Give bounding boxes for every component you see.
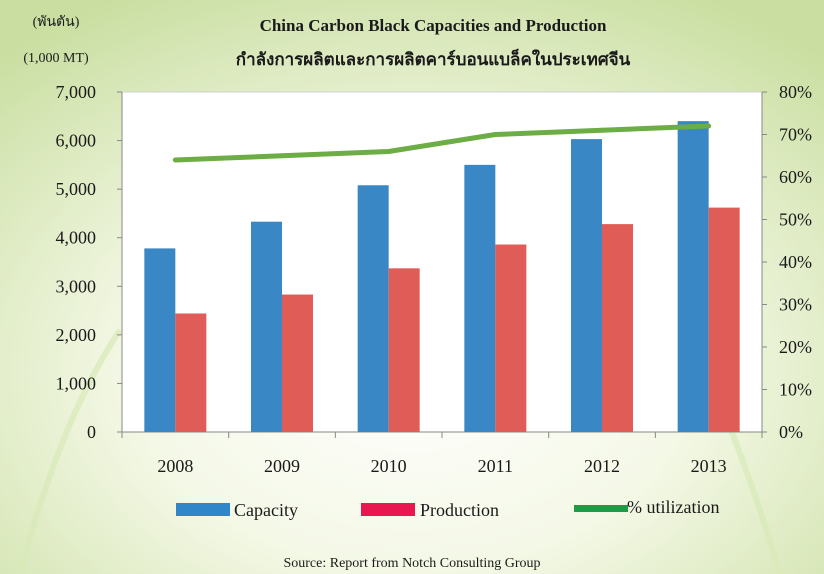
y-unit: (1,000 MT) — [23, 51, 89, 66]
left-axis: 0 1,000 2,000 3,000 4,000 5,000 6,000 7,000 — [56, 82, 123, 442]
source-note: Source: Report from Notch Consulting Gro… — [283, 556, 540, 571]
bar-capacity — [677, 121, 709, 433]
bar-capacity — [464, 164, 496, 432]
utilization-line-group — [172, 123, 712, 163]
bar-capacity — [571, 139, 602, 432]
utilization-point — [599, 127, 605, 133]
right-axis-tick-label: 20% — [779, 337, 812, 357]
utilization-line — [175, 123, 709, 163]
right-axis-tick-label: 70% — [779, 125, 812, 145]
left-axis-tick-label: 4,000 — [56, 228, 97, 248]
bar-production — [495, 244, 527, 432]
x-axis-tick-label: 2010 — [371, 456, 407, 476]
right-axis: 0% 10% 20% 30% 40% 50% 60% 70% 80% — [761, 82, 812, 442]
bar-capacity — [144, 248, 176, 432]
bar-capacity — [251, 221, 282, 432]
y-unit-thai: (พันตัน) — [33, 15, 80, 30]
left-axis-tick-label: 3,000 — [56, 276, 97, 296]
x-axis-tick-label: 2009 — [264, 456, 300, 476]
left-axis-tick-label: 5,000 — [56, 179, 97, 199]
bar-production — [708, 207, 740, 432]
bar-production — [175, 313, 207, 432]
utilization-point — [386, 149, 392, 154]
legend-label-production: Production — [420, 500, 499, 520]
right-axis-tick-label: 60% — [779, 167, 812, 187]
bar-production — [602, 224, 633, 432]
left-axis-tick-label: 7,000 — [56, 82, 97, 102]
legend-label-utilization: % utilization — [627, 497, 719, 517]
x-axis-tick-label: 2013 — [691, 456, 727, 476]
utilization-point — [172, 157, 178, 163]
utilization-point — [706, 123, 712, 129]
legend-swatch-capacity — [176, 503, 230, 516]
left-axis-tick-label: 2,000 — [56, 325, 97, 345]
legend-label-capacity: Capacity — [234, 500, 298, 520]
right-axis-tick-label: 80% — [779, 82, 812, 102]
right-axis-tick-label: 50% — [779, 210, 812, 230]
x-axis-tick-label: 2012 — [584, 456, 620, 476]
legend-swatch-production — [361, 503, 415, 516]
right-axis-tick-label: 30% — [779, 295, 812, 315]
plot-area — [121, 91, 763, 433]
left-axis-tick-label: 0 — [87, 422, 96, 442]
bar-production — [282, 294, 313, 432]
x-axis-tick-label: 2011 — [478, 456, 513, 476]
background-grass-blade — [17, 328, 123, 574]
utilization-point — [279, 153, 285, 159]
utilization-point — [492, 132, 498, 137]
bar-production — [388, 268, 420, 432]
right-axis-tick-label: 10% — [779, 380, 812, 400]
bar-capacity — [357, 185, 389, 432]
left-axis-tick-label: 1,000 — [56, 373, 97, 393]
right-axis-tick-label: 40% — [779, 252, 812, 272]
legend-swatch-utilization — [574, 505, 628, 512]
legend: Capacity Production % utilization — [176, 497, 719, 520]
chart-title: China Carbon Black Capacities and Produc… — [260, 16, 607, 35]
bars-group — [144, 121, 740, 433]
chart-subtitle: กำลังการผลิตและการผลิตคาร์บอนแบล็คในประเ… — [236, 47, 631, 69]
left-axis-tick-label: 6,000 — [56, 131, 97, 151]
x-axis: 2008 2009 2010 2011 2012 2013 — [121, 431, 763, 476]
x-axis-tick-label: 2008 — [157, 456, 193, 476]
right-axis-tick-label: 0% — [779, 422, 803, 442]
